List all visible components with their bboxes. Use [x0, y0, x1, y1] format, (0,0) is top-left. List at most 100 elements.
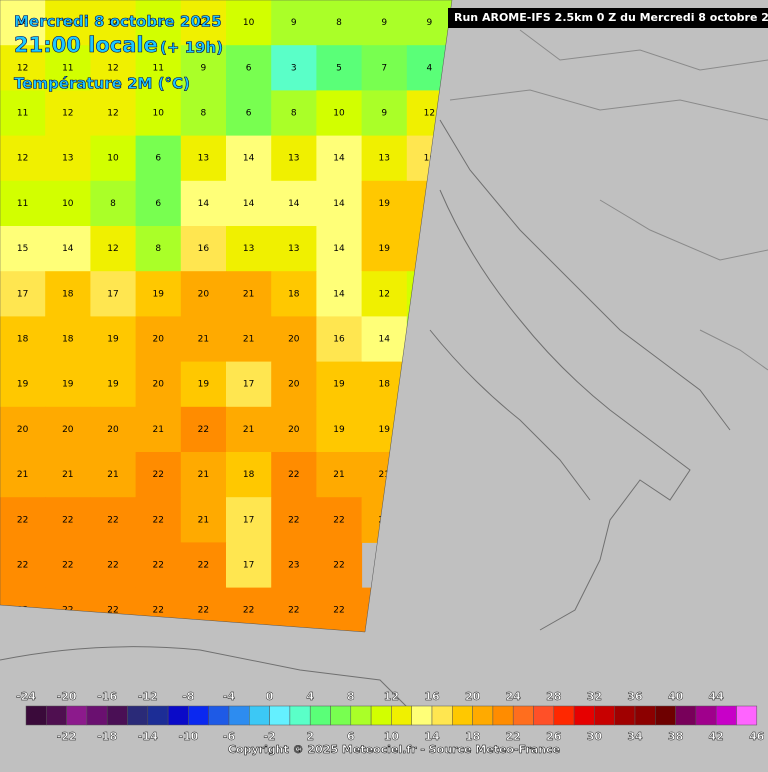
temperature-value: 12	[107, 18, 118, 28]
temperature-value: 12	[17, 154, 28, 164]
legend-label: 38	[668, 730, 683, 743]
temperature-value: 11	[152, 18, 163, 28]
temperature-cell	[271, 452, 317, 498]
temperature-value: 11	[17, 199, 28, 209]
temperature-value: 10	[107, 154, 119, 164]
temperature-value: 12	[107, 109, 118, 119]
temperature-value: 20	[152, 335, 164, 345]
temperature-value: 18	[62, 289, 74, 299]
temperature-cell	[135, 542, 182, 589]
temperature-value: 19	[198, 380, 210, 390]
temperature-cell	[316, 542, 363, 589]
temperature-value: 12	[378, 289, 389, 299]
temperature-cell	[226, 316, 272, 363]
temperature-cell	[226, 497, 272, 543]
temperature-cell	[226, 0, 272, 46]
temperature-value: 20	[198, 289, 210, 299]
legend-label: 24	[506, 690, 522, 703]
temperature-cell	[316, 361, 363, 408]
temperature-cell	[271, 271, 317, 317]
legend-swatch	[675, 705, 697, 726]
temperature-cell	[135, 226, 182, 272]
temperature-value: 22	[333, 561, 344, 571]
temperature-cell	[316, 316, 363, 363]
legend-label: -6	[223, 730, 236, 743]
temperature-cell	[361, 180, 408, 227]
temperature-value: 19	[62, 380, 74, 390]
legend-swatch	[188, 705, 209, 726]
legend-label: 10	[384, 730, 400, 743]
temperature-cell	[0, 271, 46, 317]
temperature-cell	[135, 135, 182, 182]
temperature-cell	[226, 135, 272, 182]
temperature-cell	[316, 0, 363, 46]
temperature-cell	[316, 587, 363, 632]
temperature-value: 6	[155, 199, 161, 209]
legend-swatch	[25, 705, 47, 726]
temperature-value: 22	[333, 515, 344, 525]
temperature-value: 22	[152, 515, 163, 525]
temperature-cell	[406, 0, 452, 46]
legend-label: 6	[347, 730, 355, 743]
legend-swatch	[533, 705, 555, 726]
legend-swatch	[66, 705, 88, 726]
temperature-value: 22	[333, 606, 344, 616]
temperature-value: 22	[152, 470, 163, 480]
legend-swatch	[594, 705, 615, 726]
temperature-value: 8	[291, 109, 297, 119]
temperature-cell	[90, 90, 137, 137]
temperature-value: 8	[336, 18, 342, 28]
legend: -24-22-20-18-16-14-12-10-8-6-4-202468101…	[16, 690, 765, 743]
temperature-value: 13	[62, 154, 73, 164]
temperature-cell	[90, 271, 137, 317]
temperature-value: 12	[62, 109, 73, 119]
temperature-value: 22	[107, 515, 118, 525]
legend-swatch	[330, 705, 352, 726]
temperature-cell	[135, 497, 182, 543]
temperature-value: 22	[62, 515, 73, 525]
legend-label: 22	[506, 730, 521, 743]
temperature-cell	[90, 45, 137, 91]
temperature-value: 17	[17, 289, 28, 299]
temperature-cell	[180, 180, 227, 227]
temperature-value: 21	[152, 425, 163, 435]
temperature-value: 22	[17, 561, 28, 571]
legend-swatch	[309, 705, 331, 726]
temperature-value: 4	[427, 63, 433, 73]
legend-label: -4	[223, 690, 236, 703]
date: Mercredi 8 octobre 2025	[14, 13, 222, 31]
legend-label: 34	[627, 730, 643, 743]
legend-swatch	[715, 705, 737, 726]
temperature-value: 9	[381, 18, 387, 28]
temperature-value: 3	[291, 63, 297, 73]
temperature-cell	[226, 361, 272, 408]
temperature-cell	[0, 45, 46, 91]
temperature-cell	[271, 180, 317, 227]
legend-swatch	[431, 705, 453, 726]
legend-label: -10	[178, 730, 198, 743]
legend-swatch	[228, 705, 250, 726]
temperature-value: 16	[424, 154, 436, 164]
legend-label: -24	[16, 690, 36, 703]
temperature-cell	[361, 90, 408, 137]
temperature-cell	[0, 180, 46, 227]
temperature-value: 17	[107, 289, 118, 299]
temperature-cell	[90, 542, 137, 589]
temperature-value: 21	[17, 470, 28, 480]
temperature-cell	[90, 180, 137, 227]
legend-swatch	[391, 705, 412, 726]
temperature-value: 13	[198, 154, 209, 164]
legend-swatch	[573, 705, 595, 726]
temperature-value: 9	[201, 63, 207, 73]
legend-swatch	[634, 705, 656, 726]
legend-swatch	[472, 705, 494, 726]
temperature-value: 19	[378, 425, 390, 435]
temperature-value: 18	[378, 380, 390, 390]
temperature-value: 11	[152, 63, 163, 73]
temperature-value: 22	[107, 561, 118, 571]
temperature-value: 8	[110, 199, 116, 209]
temperature-value: 12	[17, 63, 28, 73]
legend-swatch	[106, 705, 128, 726]
temperature-value: 14	[288, 199, 300, 209]
temperature-cell	[0, 135, 46, 182]
